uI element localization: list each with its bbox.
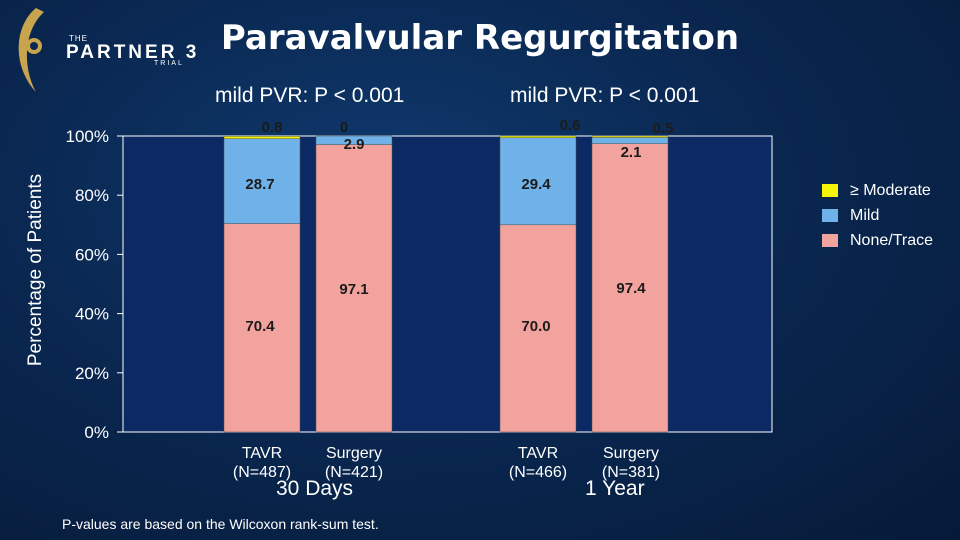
bar-segment-moderate — [499, 135, 577, 139]
data-label-moderate: 0.6 — [560, 117, 581, 134]
data-label-mild: 2.9 — [344, 136, 365, 153]
bar-segment-none-trace — [591, 143, 669, 433]
logo-crescent-icon — [18, 8, 44, 92]
data-label-none-trace: 70.0 — [521, 318, 550, 335]
legend-swatch-moderate — [822, 184, 838, 197]
plot-area — [122, 135, 773, 433]
y-tick-label: 0% — [84, 423, 109, 442]
bar-segment-none-trace — [315, 144, 393, 433]
bar-segment-none-trace — [223, 223, 301, 433]
pvr-annotation-left: mild PVR: P < 0.001 — [215, 84, 405, 107]
footnote: P-values are based on the Wilcoxon rank-… — [62, 516, 379, 532]
logo-prefix: THE — [69, 34, 88, 43]
bar-segment-mild — [315, 135, 393, 145]
legend-item-none: None/Trace — [822, 228, 933, 253]
legend-label-mild: Mild — [850, 206, 880, 224]
group-label-30-days: 30 Days — [276, 477, 354, 500]
data-label-mild: 28.7 — [245, 176, 274, 193]
x-category-n: (N=421) — [324, 464, 384, 481]
partner3-logo: THE PARTNER 3 TRIAL — [6, 6, 206, 116]
data-label-mild: 2.1 — [621, 144, 642, 161]
x-category-tavr-30d: TAVR (N=487) — [202, 444, 322, 482]
logo-name: PARTNER 3 — [66, 42, 200, 63]
legend-label-none: None/Trace — [850, 231, 933, 249]
y-tick-label: 20% — [75, 364, 109, 383]
bar-segment-mild — [499, 137, 577, 226]
legend-item-moderate: ≥ Moderate — [822, 178, 933, 203]
data-label-none-trace: 97.1 — [339, 281, 368, 298]
x-category-surgery-1y: Surgery (N=381) — [571, 444, 691, 482]
data-label-none-trace: 97.4 — [616, 280, 646, 297]
y-tick-label: 80% — [75, 186, 109, 205]
legend-swatch-none — [822, 234, 838, 247]
page-title: Paravalvular Regurgitation — [220, 18, 740, 58]
x-category-name: TAVR — [517, 445, 559, 462]
data-label-mild: 29.4 — [521, 176, 551, 193]
x-category-name: Surgery — [325, 445, 383, 462]
bar-segment-moderate — [591, 135, 669, 138]
x-category-name: Surgery — [602, 445, 660, 462]
bar-segment-mild — [591, 137, 669, 144]
data-label-none-trace: 70.4 — [245, 318, 275, 335]
legend: ≥ Moderate Mild None/Trace — [822, 178, 933, 253]
x-category-n: (N=381) — [601, 464, 661, 481]
x-category-n: (N=466) — [508, 464, 568, 481]
x-category-name: TAVR — [241, 445, 283, 462]
legend-swatch-mild — [822, 209, 838, 222]
x-category-surgery-30d: Surgery (N=421) — [294, 444, 414, 482]
legend-label-moderate: ≥ Moderate — [850, 181, 931, 199]
data-label-moderate: 0.5 — [653, 120, 674, 137]
group-label-1-year: 1 Year — [585, 477, 645, 500]
bar-segment-none-trace — [499, 224, 577, 433]
x-category-tavr-1y: TAVR (N=466) — [478, 444, 598, 482]
logo-suffix: TRIAL — [154, 60, 184, 67]
pvr-annotation-right: mild PVR: P < 0.001 — [510, 84, 700, 107]
y-tick-label: 100% — [66, 127, 109, 146]
y-tick-label: 60% — [75, 245, 109, 264]
legend-item-mild: Mild — [822, 203, 933, 228]
x-category-n: (N=487) — [232, 464, 292, 481]
data-label-moderate: 0 — [340, 119, 348, 136]
data-label-moderate: 0.8 — [262, 119, 283, 136]
y-tick-label: 40% — [75, 305, 109, 324]
bar-segment-mild — [223, 138, 301, 224]
bar-segment-moderate — [223, 136, 301, 139]
